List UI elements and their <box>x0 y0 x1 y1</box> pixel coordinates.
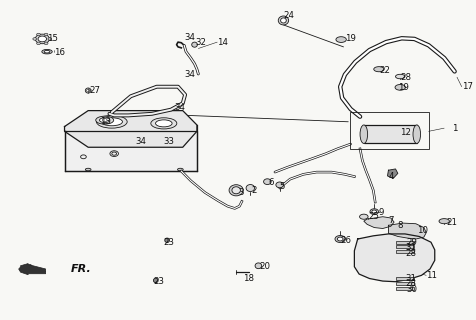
Polygon shape <box>387 169 398 179</box>
Text: 23: 23 <box>164 238 175 247</box>
Text: 32: 32 <box>196 38 207 47</box>
Text: 17: 17 <box>462 82 473 91</box>
Ellipse shape <box>153 278 158 283</box>
Polygon shape <box>388 223 426 239</box>
Text: 31: 31 <box>405 243 416 252</box>
Text: 24: 24 <box>283 12 295 20</box>
Text: 5: 5 <box>280 182 285 191</box>
Text: 18: 18 <box>243 274 254 283</box>
Text: 9: 9 <box>378 208 383 217</box>
Polygon shape <box>19 264 46 275</box>
Polygon shape <box>65 131 197 171</box>
Text: 26: 26 <box>340 236 351 245</box>
Ellipse shape <box>370 209 378 214</box>
Ellipse shape <box>44 33 48 36</box>
Ellipse shape <box>372 210 377 213</box>
Ellipse shape <box>99 118 110 123</box>
Ellipse shape <box>396 74 405 79</box>
Text: 25: 25 <box>368 212 379 221</box>
Ellipse shape <box>337 237 343 241</box>
Text: 2: 2 <box>251 186 257 195</box>
Bar <box>396 250 415 253</box>
Ellipse shape <box>33 38 37 40</box>
Ellipse shape <box>359 214 368 219</box>
Ellipse shape <box>48 38 52 40</box>
Text: 28: 28 <box>405 249 416 258</box>
Text: 33: 33 <box>164 137 175 146</box>
Ellipse shape <box>229 185 243 196</box>
Ellipse shape <box>264 179 271 185</box>
Ellipse shape <box>44 42 48 44</box>
Bar <box>396 287 415 290</box>
Bar <box>396 245 415 248</box>
Bar <box>396 277 415 280</box>
Text: 34: 34 <box>184 33 195 42</box>
Ellipse shape <box>85 168 91 171</box>
Ellipse shape <box>151 118 177 129</box>
Ellipse shape <box>335 236 346 243</box>
Ellipse shape <box>44 50 50 53</box>
Text: 34: 34 <box>136 137 147 146</box>
Ellipse shape <box>413 125 421 143</box>
Text: 15: 15 <box>47 35 58 44</box>
Text: 27: 27 <box>89 86 100 95</box>
Ellipse shape <box>336 37 347 43</box>
Text: 34: 34 <box>175 103 186 112</box>
Polygon shape <box>364 217 394 228</box>
Bar <box>350 112 429 149</box>
Text: 11: 11 <box>426 271 437 280</box>
Text: 1: 1 <box>452 124 458 132</box>
Ellipse shape <box>38 36 47 42</box>
Ellipse shape <box>35 34 50 44</box>
Ellipse shape <box>360 125 367 143</box>
Ellipse shape <box>101 118 122 126</box>
Ellipse shape <box>281 18 286 23</box>
Text: 23: 23 <box>153 277 164 286</box>
Text: 29: 29 <box>407 238 417 247</box>
Ellipse shape <box>278 16 288 25</box>
Text: FR.: FR. <box>70 264 91 274</box>
Text: 22: 22 <box>379 66 390 75</box>
Ellipse shape <box>42 50 52 54</box>
Text: 30: 30 <box>407 284 417 293</box>
Bar <box>396 282 415 285</box>
Ellipse shape <box>37 33 40 36</box>
Polygon shape <box>65 111 197 147</box>
Text: 8: 8 <box>398 221 403 230</box>
Text: 19: 19 <box>345 34 356 43</box>
Ellipse shape <box>439 219 449 224</box>
Text: 12: 12 <box>400 128 411 137</box>
Text: 7: 7 <box>388 216 394 225</box>
Ellipse shape <box>97 116 127 128</box>
Ellipse shape <box>96 116 114 124</box>
Ellipse shape <box>374 67 384 72</box>
Ellipse shape <box>192 42 198 47</box>
Text: 28: 28 <box>400 73 411 82</box>
Ellipse shape <box>246 185 255 192</box>
Text: 20: 20 <box>260 262 271 271</box>
Text: 34: 34 <box>184 70 195 79</box>
Text: 6: 6 <box>269 178 274 187</box>
Ellipse shape <box>232 187 240 194</box>
Ellipse shape <box>276 182 283 188</box>
Text: 4: 4 <box>388 172 394 181</box>
Ellipse shape <box>178 168 183 171</box>
Ellipse shape <box>156 120 172 127</box>
Text: 19: 19 <box>398 83 409 92</box>
Ellipse shape <box>255 263 262 269</box>
Text: 13: 13 <box>100 117 111 126</box>
Ellipse shape <box>37 42 40 44</box>
Text: 14: 14 <box>217 38 228 47</box>
Polygon shape <box>354 234 435 282</box>
Ellipse shape <box>165 238 169 243</box>
Text: 21: 21 <box>446 218 457 227</box>
Bar <box>396 241 415 244</box>
Ellipse shape <box>395 84 406 90</box>
Text: 31: 31 <box>405 274 416 283</box>
Bar <box>364 125 417 143</box>
Text: 28: 28 <box>405 279 416 288</box>
Text: 10: 10 <box>417 226 428 235</box>
Text: 16: 16 <box>54 48 65 57</box>
Text: 3: 3 <box>238 188 244 197</box>
